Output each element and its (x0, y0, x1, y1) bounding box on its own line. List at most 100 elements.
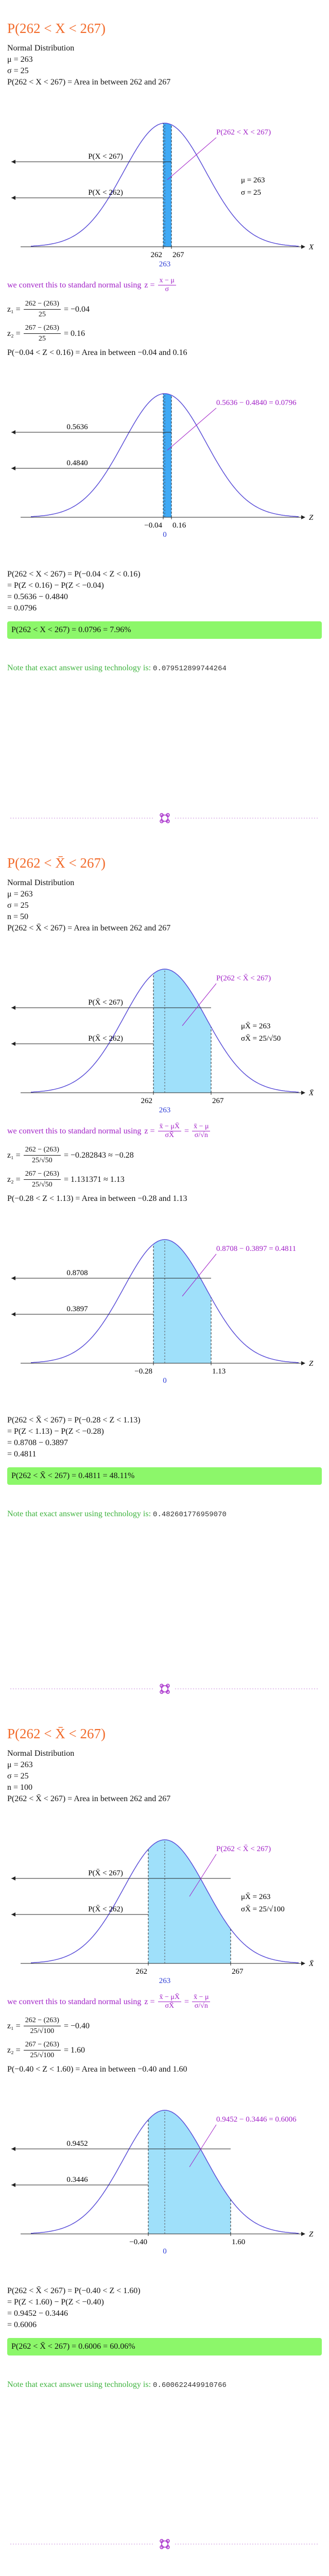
callout: 0.5636 − 0.4840 = 0.0796 (216, 399, 297, 407)
denominator: σX̄ (165, 2002, 175, 2010)
denominator: 25 (38, 335, 46, 343)
axis-label: X (308, 243, 314, 251)
givens: Normal Distribution μ = 263 σ = 25 n = 50 P(… (7, 877, 322, 934)
denominator: 25/√100 (30, 2027, 55, 2035)
section-title: P(262 < X̄ < 267) (7, 855, 106, 871)
solution-section: P(262 < X̄ < 267) Normal Distribution μ = … (0, 835, 329, 1705)
z-score: z₂ = 267 − (263) 25/√50 = 1.131371 ≈ 1.13 (7, 1169, 322, 1190)
callout: P(262 < X̄ < 267) (216, 1845, 271, 1853)
z-rhs: = −0.04 (63, 304, 90, 314)
arrow-label: 0.8708 (66, 1269, 88, 1277)
fraction: 262 − (263) 25 (23, 299, 61, 320)
step-line: = 0.4811 (7, 1450, 37, 1459)
shaded-area (163, 394, 171, 517)
area-statement: P(−0.40 < Z < 1.60) = Area in between −0… (7, 2065, 187, 2074)
denominator: 25/√100 (30, 2052, 55, 2059)
denominator: σ (165, 285, 169, 293)
given-line: n = 50 (7, 912, 29, 921)
numerator: x̄ − μX̄ (158, 1123, 182, 1131)
exact-value: 0.482601776959070 (153, 1511, 227, 1519)
axis-arrow (301, 245, 305, 249)
separator-icon (160, 813, 170, 823)
steps: P(262 < X̄ < 267) = P(−0.28 < Z < 1.13) =… (7, 1415, 322, 1460)
given-line: σ = 25 (7, 66, 29, 75)
arrow-head (11, 1912, 15, 1917)
axis-label: X̄ (308, 1089, 314, 1097)
z-score: z₂ = 267 − (263) 25 = 0.16 (7, 323, 322, 344)
result-box: P(262 < X̄ < 267) = 0.6006 = 60.06% (7, 2338, 322, 2355)
section-title: P(262 < X < 267) (7, 21, 106, 36)
numerator: x̄ − μ (192, 1993, 211, 2002)
arrow-label: P(X̄ < 267) (88, 998, 123, 1007)
parameter: σX̄ = 25/√50 (241, 1035, 281, 1043)
z-score: z₁ = 262 − (263) 25 = −0.04 (7, 299, 322, 320)
denominator: σX̄ (165, 1131, 175, 1139)
axis-arrow (301, 1091, 305, 1095)
bell-curve (30, 1839, 299, 1963)
z-lhs: z₁ = (7, 304, 21, 314)
axis-label: Z (309, 514, 314, 522)
center-label: 0 (163, 1377, 167, 1384)
bell-curve (30, 2110, 299, 2234)
arrow-head (11, 466, 15, 470)
z-lhs: z₁ = (7, 1150, 21, 1160)
step-line: P(262 < X < 267) = P(−0.04 < Z < 0.16) (7, 570, 141, 579)
denominator: 25/√50 (32, 1181, 53, 1189)
numerator: 262 − (263) (23, 1145, 61, 1156)
tick-label: 262 (136, 1968, 148, 1976)
steps: P(262 < X < 267) = P(−0.04 < Z < 0.16) = … (7, 569, 322, 614)
shaded-area (148, 1840, 231, 1963)
z-score: z₂ = 267 − (263) 25/√100 = 1.60 (7, 2040, 322, 2061)
tick-label: 267 (232, 1968, 244, 1976)
result-box: P(262 < X̄ < 267) = 0.4811 = 48.11% (7, 1467, 322, 1485)
callout-line (189, 1854, 217, 1897)
numerator: 267 − (263) (23, 323, 61, 334)
tick-label: −0.40 (129, 2238, 147, 2246)
parameter: σ = 25 (241, 189, 261, 197)
separator (10, 1684, 319, 1694)
given-line: Normal Distribution (7, 878, 75, 887)
shaded-area (153, 969, 211, 1093)
arrow-label: P(X < 262) (88, 189, 123, 197)
tick-label: 267 (212, 1097, 224, 1105)
callout: 0.8708 − 0.3897 = 0.4811 (216, 1245, 296, 1253)
step-line: P(262 < X̄ < 267) = P(−0.40 < Z < 1.60) (7, 2286, 141, 2295)
arrow-head (11, 196, 15, 200)
section-title: P(262 < X̄ < 267) (7, 1726, 106, 1741)
callout-line (167, 408, 217, 451)
icon-core (161, 2540, 168, 2548)
solution-section: P(262 < X < 267) Normal Distribution μ = 2… (0, 0, 329, 835)
axis-arrow (301, 1961, 305, 1965)
arrow-label: 0.5636 (66, 423, 88, 431)
note-text: Note that exact answer using technology … (7, 2380, 151, 2389)
fraction: x̄ − μ σ/√n (192, 1123, 211, 1140)
arrow-head (11, 430, 15, 434)
numerator: x̄ − μ (192, 1123, 211, 1131)
formula-part: = (184, 1997, 189, 2006)
fraction: x̄ − μX̄ σX̄ (158, 1123, 182, 1140)
fraction: 267 − (263) 25/√100 (23, 2040, 61, 2061)
conversion-note: we convert this to standard normal using… (7, 1123, 322, 1140)
tick-label: 1.13 (212, 1367, 226, 1376)
arrow-head (11, 160, 15, 164)
numerator: 262 − (263) (23, 2015, 61, 2026)
z-diagram: Z −0.04 0.16 0 0.5636 0.4840 0.5636 − 0.4840 =… (11, 393, 314, 538)
x-diagram: X̄ 262 267 263 P(X̄ < 267) P(X̄ < 262) P(262 <… (11, 969, 314, 1113)
z-diagram: Z −0.40 1.60 0 0.9452 0.3446 0.9452 − 0.3446 =… (11, 2110, 314, 2255)
arrow-head (11, 1276, 15, 1280)
arrow-label: P(X̄ < 267) (88, 1869, 123, 1877)
fraction: x̄ − μ σ/√n (192, 1993, 211, 2010)
callout: P(262 < X < 267) (216, 128, 271, 137)
denominator: σ/√n (194, 1131, 208, 1139)
fraction: 262 − (263) 25/√100 (23, 2015, 61, 2037)
technology-note: Note that exact answer using technology … (7, 1510, 322, 1519)
z-rhs: = 1.131371 ≈ 1.13 (63, 1175, 125, 1184)
z-score: z₁ = 262 − (263) 25/√100 = −0.40 (7, 2015, 322, 2037)
z-lhs: z₂ = (7, 2045, 21, 2055)
result-box: P(262 < X < 267) = 0.0796 = 7.96% (7, 621, 322, 639)
arrow-label: 0.3446 (66, 2176, 88, 2184)
givens: Normal Distribution μ = 263 σ = 25 n = 100 P… (7, 1748, 322, 1805)
conversion-text: we convert this to standard normal using (7, 1997, 142, 2006)
z-diagram: Z −0.28 1.13 0 0.8708 0.3897 0.8708 − 0.3897 =… (11, 1239, 314, 1384)
